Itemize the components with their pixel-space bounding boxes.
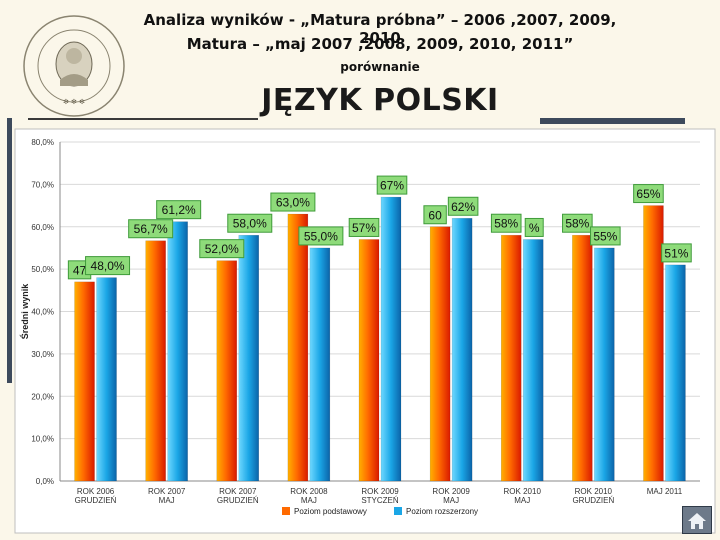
data-label: 47 [73,263,87,277]
data-label: 65% [636,187,660,201]
title-line-3: porównanie [340,60,420,74]
data-label-box [661,243,692,263]
y-tick-label: 20,0% [31,392,54,401]
x-tick-label: ROK 2010 [504,487,542,496]
x-tick-label: ROK 2007 [219,487,257,496]
data-label: 58% [565,217,589,231]
title-rule-left [28,118,258,120]
x-tick-label-line2: MAJ [443,496,459,505]
bar-basic [643,205,664,482]
bar-basic [216,260,238,482]
bar-basic [429,226,451,482]
data-label-box [156,200,202,220]
title-line-2: Matura – „maj 2007 ,2008, 2009, 2010, 20… [186,35,574,53]
data-label-box [490,213,522,233]
data-label: 51% [664,246,688,260]
school-seal-logo: ✻ ✻ ✻ [23,15,125,117]
x-tick-label-line2: GRUDZIEŃ [75,496,117,505]
x-tick-label-line2: MAJ [159,496,175,505]
legend-swatch [282,507,290,515]
x-tick-label: MAJ 2011 [647,487,683,496]
data-label: 56,7% [134,222,168,236]
y-tick-label: 10,0% [31,435,54,444]
data-label: 55% [593,229,617,243]
chart-area: 0,0% 10,0% 20,0% 30,0% 40,0% 50,0% 60,0% 70,0% 8… [14,128,716,534]
y-tick-label: 70,0% [31,180,54,189]
svg-text:✻ ✻ ✻: ✻ ✻ ✻ [63,98,85,106]
side-accent-bar [7,118,12,383]
data-label-box [85,256,131,276]
data-label: 63,0% [276,196,310,210]
bar-basic [358,239,380,482]
x-tick-label: ROK 2009 [432,487,470,496]
data-label-box [590,226,621,246]
data-label: 61,2% [162,203,196,217]
bar-basic [500,234,522,482]
x-tick-label-line2: MAJ [301,496,317,505]
legend-label: Poziom rozszerzony [406,507,478,516]
bar-extended [665,264,686,482]
title-rule-right [540,118,685,124]
bar-extended [238,234,260,482]
bar-extended [451,218,473,482]
bar-basic [572,234,593,482]
home-icon[interactable] [682,506,712,534]
data-label: 55,0% [304,229,338,243]
bar-chart: 0,0% 10,0% 20,0% 30,0% 40,0% 50,0% 60,0% 70,0% 8… [14,128,716,534]
data-label-box [270,192,316,212]
data-label: 52,0% [205,242,239,256]
bar-basic [74,281,95,482]
y-tick-label: 60,0% [31,223,54,232]
y-axis-title: Średni wynik [19,283,30,340]
y-tick-label: 80,0% [31,138,54,147]
x-tick-label: ROK 2007 [148,487,186,496]
legend-label: Poziom podstawowy [294,507,367,516]
y-tick-label: 30,0% [31,350,54,359]
data-label-box [199,239,245,259]
data-label: 67% [380,179,404,193]
y-tick-label: 0,0% [36,477,54,486]
data-label-box [423,205,447,225]
x-tick-label: ROK 2010 [575,487,613,496]
data-label-box [227,213,273,233]
bar-extended [380,196,402,482]
data-label: 60 [428,208,442,222]
data-label: 58,0% [233,217,267,231]
x-tick-label: ROK 2008 [290,487,328,496]
data-label-box [524,217,544,237]
data-label-box [128,219,174,239]
title-line-1: Analiza wyników - „Matura próbna” – 2006… [143,11,617,47]
subject-title: JĘZYK POLSKI [261,83,499,118]
bar-extended [96,277,117,482]
data-label-box [298,226,344,246]
bar-basic [145,240,166,482]
data-label-box [376,175,408,195]
bar-basic [287,213,309,482]
bar-extended [167,221,188,482]
x-tick-label-line2: GRUDZIEŃ [572,496,614,505]
data-label-box [348,217,380,237]
data-label: % [529,221,540,235]
x-tick-label-line2: MAJ [514,496,530,505]
bar-extended [309,247,331,482]
x-tick-label: ROK 2009 [361,487,399,496]
legend-swatch [394,507,402,515]
y-tick-label: 50,0% [31,265,54,274]
x-tick-label: ROK 2006 [77,487,115,496]
x-tick-label-line2: GRUDZIEŃ [217,496,259,505]
data-label: 58% [494,217,518,231]
data-label: 62% [451,200,475,214]
data-label: 48,0% [91,259,125,273]
bar-extended [522,239,544,482]
data-label-box [447,196,479,216]
data-label: 57% [352,221,376,235]
data-label-box [633,184,664,204]
x-tick-label-line2: STYCZEŃ [361,496,399,505]
data-label-box [562,213,593,233]
bar-extended [594,247,615,482]
y-tick-label: 40,0% [31,308,54,317]
